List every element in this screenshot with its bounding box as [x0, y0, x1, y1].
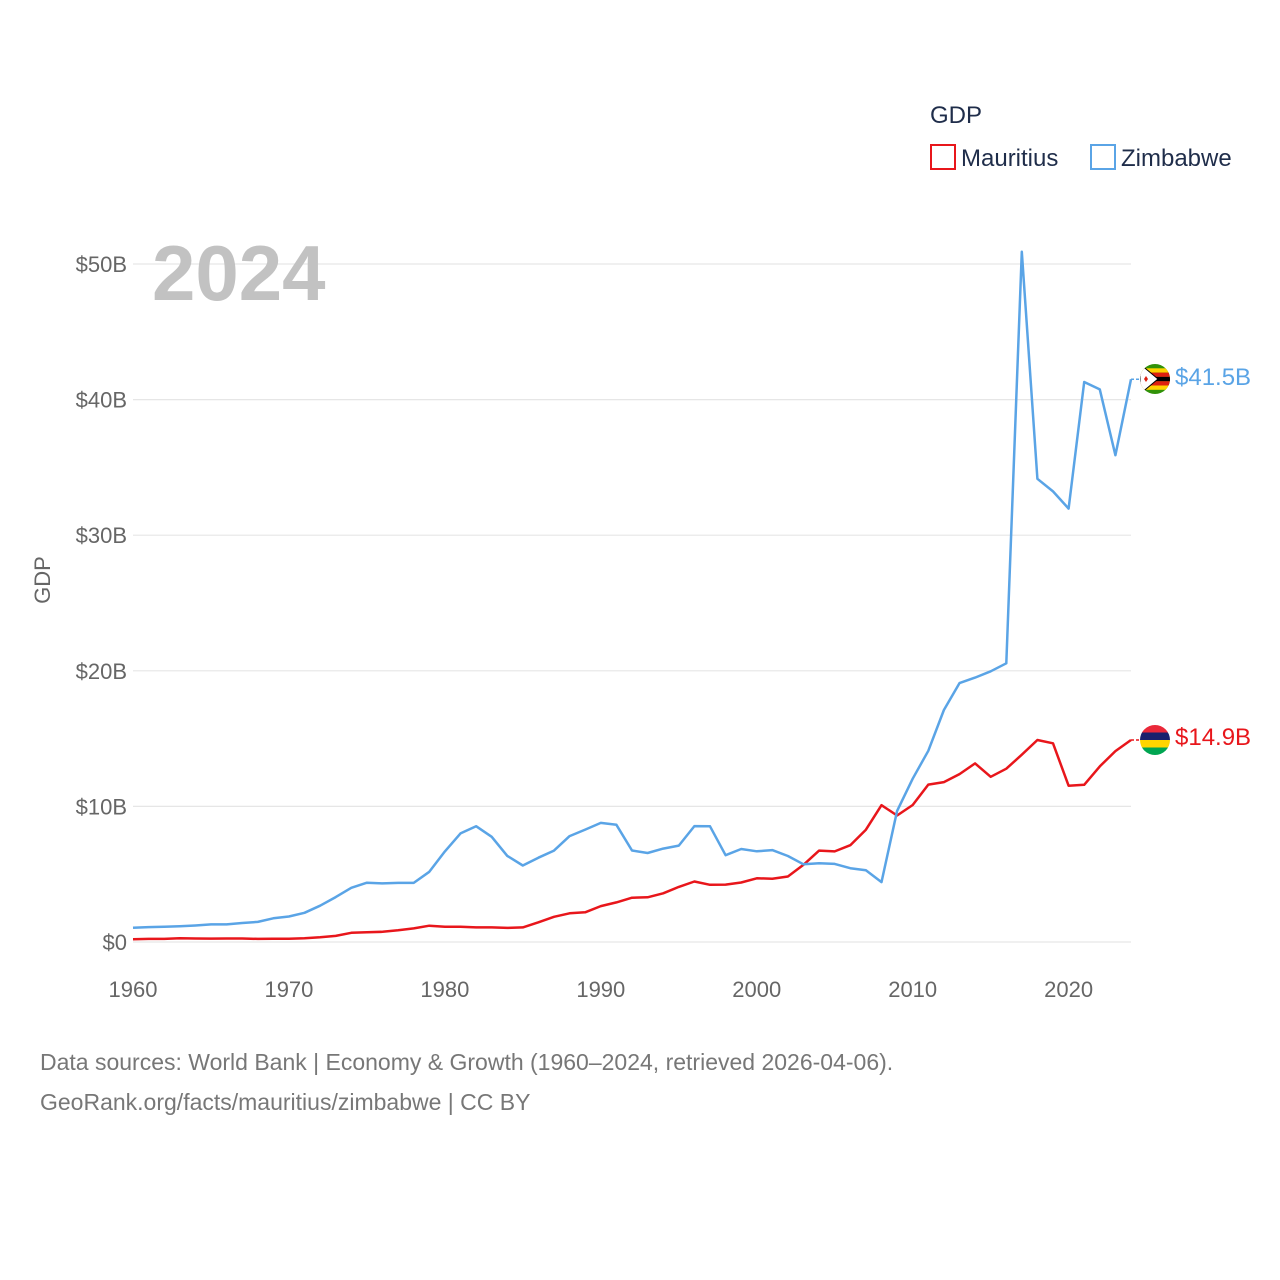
- zimbabwe-flag-icon: [1140, 364, 1170, 394]
- series-line-zimbabwe[interactable]: [132, 250, 1133, 930]
- y-axis-ticks: $0 $10B $20B $30B $40B $50B: [76, 252, 127, 955]
- x-tick-label: 1960: [109, 977, 158, 1002]
- legend: GDP Mauritius Zimbabwe: [930, 102, 1232, 172]
- mauritius-flag-icon: [1140, 725, 1170, 755]
- y-tick-label: $0: [103, 930, 127, 955]
- x-tick-label: 2010: [888, 977, 937, 1002]
- source-link[interactable]: GeoRank.org/facts/mauritius/zimbabwe | C…: [40, 1089, 531, 1115]
- legend-title: GDP: [930, 102, 982, 129]
- x-axis-ticks: 1960 1970 1980 1990 2000 2010 2020: [109, 977, 1094, 1002]
- y-axis-label: GDP: [30, 556, 55, 604]
- y-tick-label: $20B: [76, 659, 127, 684]
- x-tick-label: 1980: [420, 977, 469, 1002]
- gridlines: [133, 263, 1131, 943]
- end-label-mauritius: $14.9B: [1175, 724, 1251, 751]
- data-source-note: Data sources: World Bank | Economy & Gro…: [40, 1042, 1240, 1122]
- legend-swatch-mauritius[interactable]: [930, 144, 956, 170]
- source-line: Data sources: World Bank | Economy & Gro…: [40, 1049, 894, 1075]
- series-lines: [132, 250, 1141, 941]
- x-tick-label: 2020: [1044, 977, 1093, 1002]
- end-label-zimbabwe: $41.5B: [1175, 364, 1251, 391]
- year-display: 2024: [152, 229, 326, 317]
- x-tick-label: 2000: [732, 977, 781, 1002]
- series-line-mauritius[interactable]: [132, 738, 1132, 941]
- y-tick-label: $50B: [76, 252, 127, 277]
- y-tick-label: $10B: [76, 794, 127, 819]
- legend-label-mauritius[interactable]: Mauritius: [961, 145, 1058, 172]
- y-tick-label: $40B: [76, 388, 127, 413]
- y-tick-label: $30B: [76, 523, 127, 548]
- x-tick-label: 1990: [576, 977, 625, 1002]
- x-tick-label: 1970: [264, 977, 313, 1002]
- legend-swatch-zimbabwe[interactable]: [1090, 144, 1116, 170]
- legend-label-zimbabwe[interactable]: Zimbabwe: [1121, 145, 1232, 172]
